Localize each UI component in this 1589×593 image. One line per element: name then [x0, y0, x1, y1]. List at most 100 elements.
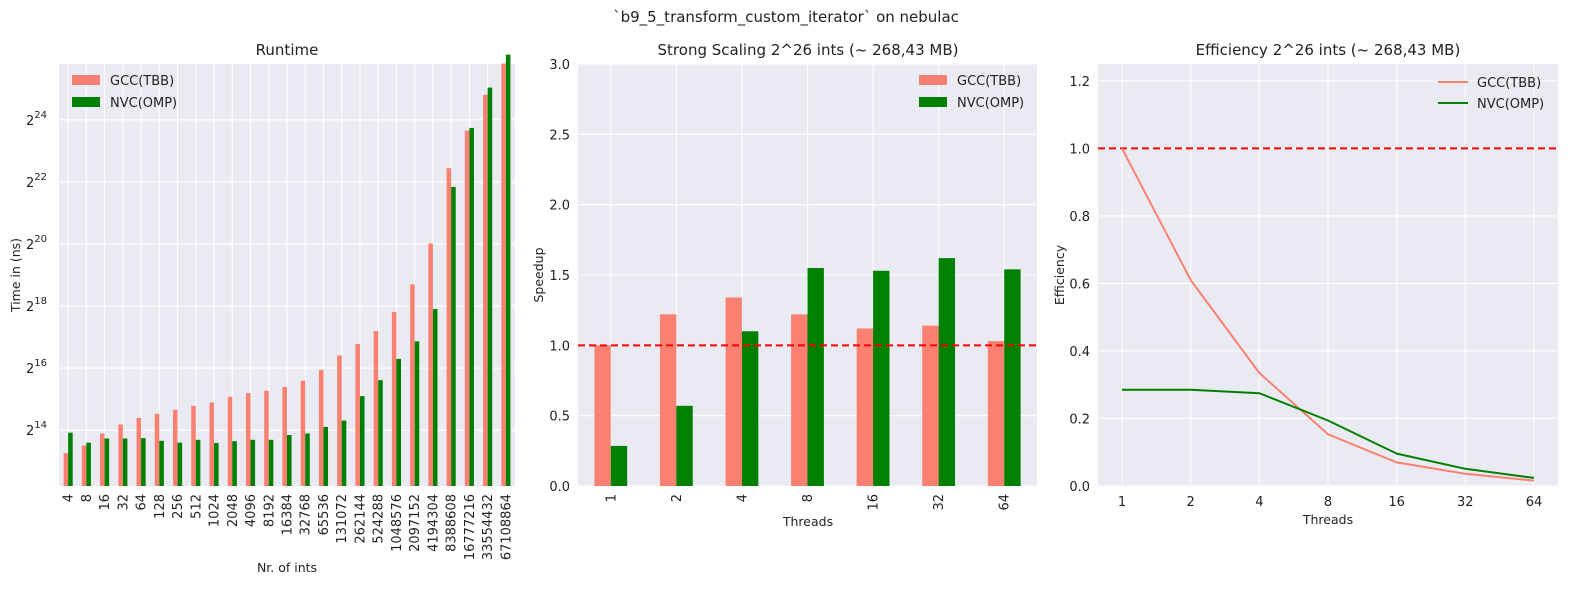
runtime-y-tick-label: 222 — [26, 172, 47, 191]
efficiency-x-tick-label: 32 — [1457, 495, 1474, 510]
runtime-x-tick-label: 262144 — [353, 494, 368, 544]
runtime-bar-gcc — [428, 243, 433, 486]
strong-scaling-ylabel: Speedup — [531, 247, 546, 302]
runtime-x-tick-label: 128 — [153, 494, 168, 519]
strong-scaling-x-tick-label: 32 — [932, 494, 947, 511]
runtime-y-tick-exponent: 22 — [34, 172, 47, 183]
efficiency-y-tick-label: 1.2 — [1069, 75, 1090, 90]
efficiency-x-tick-label: 16 — [1388, 495, 1405, 510]
efficiency-grid — [1098, 64, 1558, 487]
runtime-legend-swatch — [72, 97, 100, 107]
strong-scaling-bar-gcc — [725, 297, 742, 486]
runtime-x-tick-label: 2048 — [226, 494, 241, 527]
runtime-bar-nvc — [159, 440, 164, 486]
runtime-bar-nvc — [505, 54, 511, 486]
efficiency-x-tick-label: 2 — [1187, 495, 1195, 510]
strong-scaling-bar-nvc — [741, 331, 759, 486]
strong-scaling-bar-nvc — [873, 270, 890, 486]
runtime-y-tick-exponent: 20 — [34, 234, 47, 245]
runtime-x-tick-label: 16384 — [281, 494, 296, 535]
strong-scaling-bar-gcc — [791, 314, 808, 486]
runtime-bar-gcc — [337, 355, 342, 486]
efficiency-x-tick-label: 64 — [1526, 495, 1543, 510]
efficiency-x-tick-label: 8 — [1324, 495, 1332, 510]
runtime-legend: GCC(TBB) NVC(OMP) — [72, 74, 177, 111]
runtime-x-tick-label: 67108864 — [499, 494, 514, 560]
runtime-bar-nvc — [432, 309, 438, 486]
efficiency-y-tick-label: 0.8 — [1069, 210, 1090, 225]
runtime-bar-nvc — [86, 442, 91, 486]
runtime-bar-nvc — [305, 433, 310, 486]
runtime-bar-nvc — [141, 438, 146, 486]
runtime-bar-gcc — [446, 168, 452, 486]
runtime-bar-gcc — [264, 390, 269, 486]
runtime-x-tick-label: 131072 — [335, 494, 350, 544]
strong-scaling-bar-gcc — [594, 345, 611, 486]
strong-scaling-x-tick-label: 2 — [670, 494, 685, 502]
runtime-legend-label: NVC(OMP) — [110, 96, 177, 111]
runtime-bar-gcc — [391, 311, 397, 486]
runtime-bar-nvc — [323, 426, 329, 486]
strong-scaling-x-tick-label: 16 — [867, 494, 882, 511]
runtime-x-tick-label: 1048576 — [390, 494, 405, 552]
runtime-x-tick-label: 65536 — [317, 494, 332, 535]
runtime-bar-nvc — [414, 341, 420, 486]
strong-scaling-y-tick-label: 2.5 — [549, 128, 570, 143]
strong-scaling-bar-nvc — [610, 445, 628, 486]
strong-scaling-legend-label: NVC(OMP) — [957, 96, 1024, 111]
strong-scaling-x-tick-label: 1 — [604, 494, 619, 502]
efficiency-title: Efficiency 2^26 ints (~ 268,43 MB) — [1196, 41, 1461, 59]
runtime-bar-gcc — [410, 284, 415, 486]
runtime-bar-gcc — [209, 402, 215, 486]
runtime-legend-swatch — [72, 75, 100, 85]
runtime-x-tick-label: 32 — [116, 494, 131, 511]
strong-scaling-bar-nvc — [676, 405, 693, 486]
runtime-bar-nvc — [250, 439, 256, 486]
strong-scaling-bar-gcc — [659, 314, 677, 486]
runtime-bar-nvc — [195, 439, 201, 486]
runtime-y-tick-exponent: 14 — [34, 420, 47, 431]
runtime-bar-gcc — [118, 424, 123, 486]
runtime-y-tick-base: 2 — [26, 362, 34, 377]
strong-scaling-tick-labels: 0.0 0.5 1.0 1.5 2.0 2.5 3.0 1 2 4 8 16 32 64 — [549, 58, 1012, 511]
efficiency-legend: GCC(TBB) NVC(OMP) — [1438, 76, 1544, 112]
runtime-bar-gcc — [191, 405, 196, 486]
strong-scaling-bar-gcc — [922, 325, 939, 486]
runtime-x-tick-label: 4 — [62, 494, 77, 502]
runtime-y-tick-exponent: 18 — [34, 296, 47, 307]
runtime-y-tick-label: 214 — [26, 420, 47, 439]
strong-scaling-bar-nvc — [938, 258, 956, 486]
runtime-title: Runtime — [256, 41, 319, 59]
strong-scaling-chart: 0.0 0.5 1.0 1.5 2.0 2.5 3.0 1 2 4 8 16 32 64 GCC(TBB)… — [531, 41, 1037, 529]
runtime-x-tick-label: 33554432 — [481, 494, 496, 560]
runtime-bar-nvc — [268, 439, 274, 486]
runtime-bar-nvc — [396, 358, 401, 486]
runtime-bar-gcc — [300, 380, 306, 486]
strong-scaling-x-tick-label: 4 — [735, 494, 750, 502]
efficiency-tick-labels: 0.0 0.2 0.4 0.6 0.8 1.0 1.2 1 2 4 8 16 32 64 — [1069, 75, 1542, 510]
strong-scaling-bar-nvc — [1004, 269, 1021, 486]
runtime-y-tick-base: 2 — [26, 176, 34, 191]
strong-scaling-xlabel: Threads — [782, 514, 833, 529]
runtime-bar-nvc — [287, 435, 292, 486]
strong-scaling-bar-nvc — [807, 267, 824, 486]
runtime-bar-gcc — [154, 413, 160, 486]
runtime-x-tick-label: 4096 — [244, 494, 259, 527]
strong-scaling-legend-label: GCC(TBB) — [957, 74, 1021, 89]
efficiency-ylabel: Efficiency — [1052, 244, 1067, 305]
runtime-y-tick-exponent: 24 — [34, 110, 47, 121]
runtime-bar-gcc — [81, 445, 87, 486]
runtime-x-tick-label: 32768 — [299, 494, 314, 535]
runtime-bar-nvc — [341, 420, 347, 486]
strong-scaling-y-tick-label: 1.0 — [549, 339, 570, 354]
strong-scaling-bar-gcc — [856, 328, 874, 486]
runtime-bar-gcc — [173, 409, 178, 486]
runtime-y-tick-base: 2 — [26, 238, 34, 253]
runtime-bar-gcc — [355, 344, 360, 486]
runtime-bar-nvc — [68, 432, 73, 486]
runtime-x-tick-label: 8388608 — [445, 494, 460, 552]
runtime-x-tick-label: 524288 — [372, 494, 387, 544]
strong-scaling-y-tick-label: 2.0 — [549, 199, 570, 214]
runtime-x-tick-label: 64 — [135, 494, 150, 511]
